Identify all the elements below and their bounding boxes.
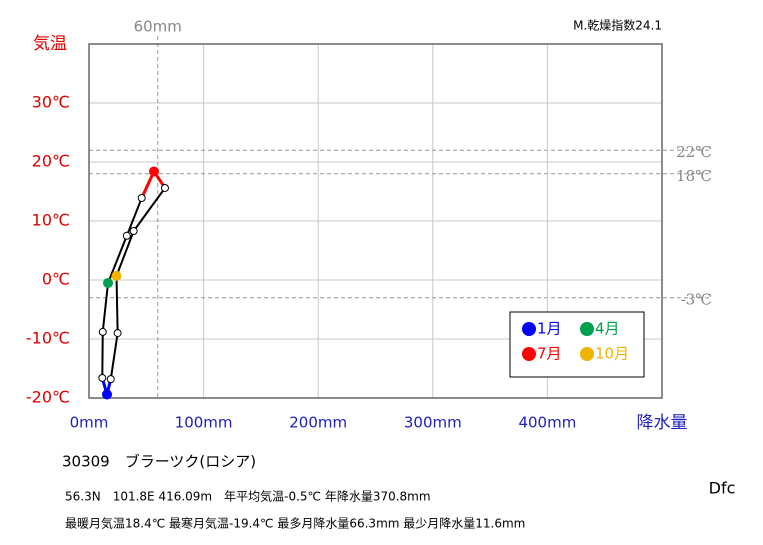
legend-marker (580, 347, 594, 361)
legend-label: 10月 (595, 345, 629, 363)
month-point (103, 277, 114, 288)
x-tick-label: 400mm (518, 414, 576, 432)
reference-label: 18℃ (676, 167, 712, 185)
plot-frame (88, 43, 663, 399)
month-point (160, 183, 169, 192)
y-tick-label: -20℃ (26, 388, 70, 407)
x-tick-label: 100mm (175, 414, 233, 432)
month-point (111, 270, 122, 281)
station: 30309 ブラーツク(ロシア) (62, 453, 256, 471)
reference-label: 22℃ (676, 143, 712, 161)
info-line: 56.3N 101.8E 416.09m 年平均気温-0.5℃ 年降水量370.… (65, 489, 431, 504)
reference-label: -3℃ (681, 291, 712, 309)
y-axis-label: 気温 (33, 34, 67, 54)
legend-label: 1月 (537, 320, 562, 338)
x-tick-label: 300mm (404, 414, 462, 432)
legend-box (509, 311, 645, 378)
legend-marker (522, 347, 536, 361)
month-point (101, 389, 112, 400)
x-axis-label: 降水量 (637, 413, 688, 433)
index-label: M.乾燥指数24.1 (573, 18, 662, 33)
legend-label: 7月 (537, 345, 562, 363)
x-tick-label: 200mm (289, 414, 347, 432)
month-point (106, 375, 115, 384)
y-tick-label: 30℃ (32, 93, 70, 112)
legend-marker (580, 322, 594, 336)
reference-label: 60mm (134, 18, 182, 36)
climate-class: Dfc (709, 479, 736, 498)
legend-label: 4月 (595, 320, 620, 338)
info-line: 最暖月気温18.4℃ 最寒月気温-19.4℃ 最多月降水量66.3mm 最少月降… (65, 516, 525, 531)
month-point (98, 327, 107, 336)
y-tick-label: 10℃ (32, 211, 70, 230)
y-tick-label: 0℃ (42, 270, 70, 289)
month-point (113, 329, 122, 338)
y-tick-label: -10℃ (26, 329, 70, 348)
month-point (148, 166, 159, 177)
month-point (98, 373, 107, 382)
month-point (137, 193, 146, 202)
month-point (122, 231, 131, 240)
legend-marker (522, 322, 536, 336)
y-tick-label: 20℃ (32, 152, 70, 171)
x-tick-label: 0mm (70, 414, 109, 432)
month-point (129, 227, 138, 236)
